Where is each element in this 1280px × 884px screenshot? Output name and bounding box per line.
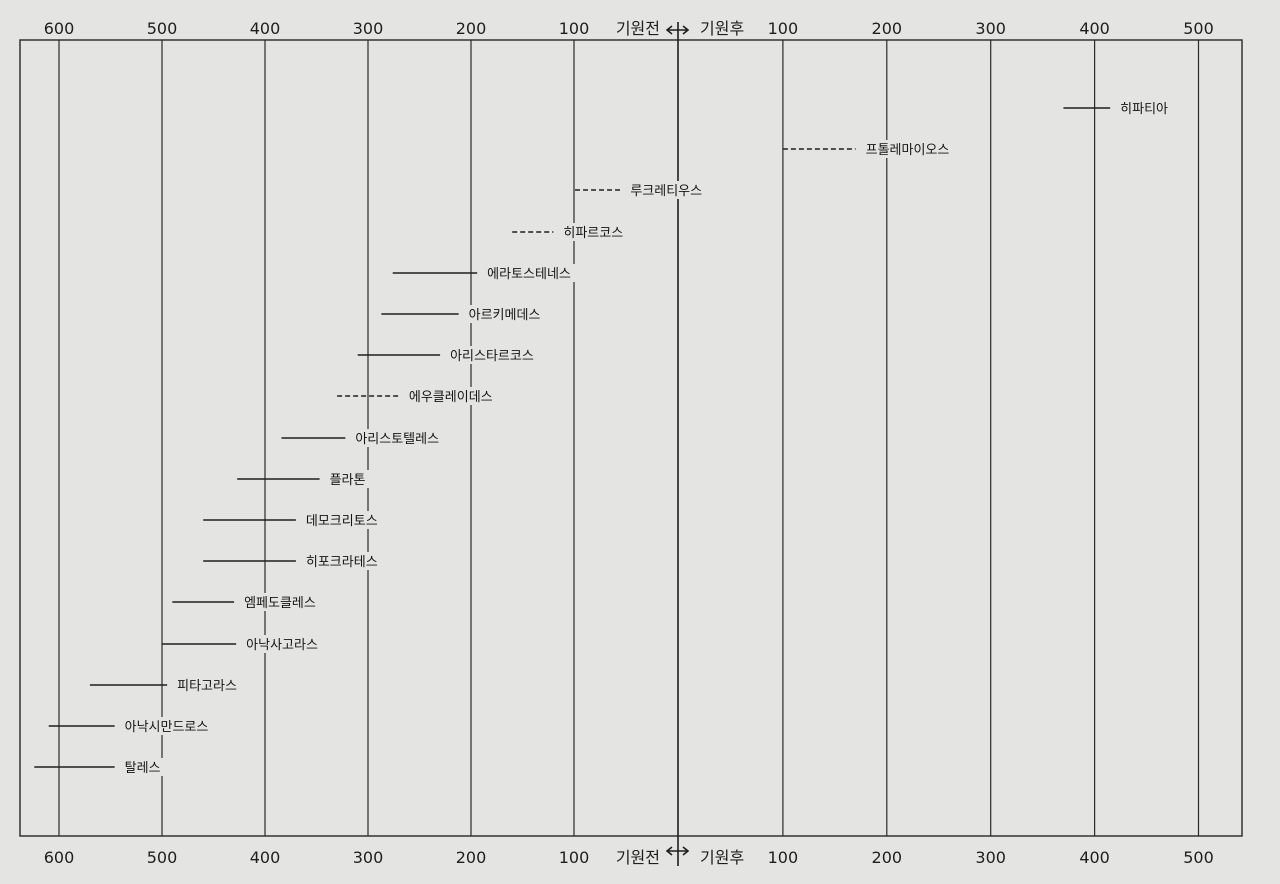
person-label-bg <box>557 223 638 241</box>
era-label-bce-bottom: 기원전 <box>616 848 660 867</box>
era-divider <box>665 22 690 866</box>
person-label: 아낙시만드로스 <box>125 720 209 735</box>
person-label: 히파티아 <box>1120 102 1168 117</box>
era-divider-arrows-top <box>665 25 690 35</box>
tick-label-ce-100-top: 100 <box>768 19 799 38</box>
person-label: 에라토스테네스 <box>487 267 571 282</box>
tick-label-bce-500-top: 500 <box>147 19 178 38</box>
person-label-bg <box>171 676 252 694</box>
person-label: 아낙사고라스 <box>246 638 318 653</box>
chart-frame <box>19 39 1243 837</box>
person-label: 아르키메데스 <box>469 308 541 323</box>
tick-label-bce-100-top: 100 <box>559 19 590 38</box>
person-label-bg <box>299 511 394 529</box>
person-label: 히파르코스 <box>563 226 623 241</box>
tick-label-bce-300-top: 300 <box>353 19 384 38</box>
person-label: 히포크라테스 <box>306 555 378 570</box>
era-label-bce-top: 기원전 <box>616 19 660 38</box>
person-label: 탈레스 <box>125 761 161 776</box>
person-label-bg <box>240 635 334 653</box>
lifespan-bars <box>34 107 1111 768</box>
tick-label-ce-300-top: 300 <box>975 19 1006 38</box>
x-axis-tick-labels: 600 600 500 500 400 400 300 300 200 200 100 100 100 1… <box>44 19 1214 867</box>
person-label-bg <box>299 552 394 570</box>
era-labels: 기원전 기원후 기원전 기원후 <box>616 19 744 867</box>
person-label: 엠페도클레스 <box>244 596 316 611</box>
person-label: 아리스타르코스 <box>450 349 534 364</box>
person-label: 데모크리토스 <box>306 514 378 529</box>
era-divider-arrows-bottom <box>665 846 690 856</box>
tick-label-bce-600-top: 600 <box>44 19 75 38</box>
tick-label-bce-200-bottom: 200 <box>456 848 487 867</box>
person-label-bg <box>238 593 332 611</box>
tick-label-bce-600-bottom: 600 <box>44 848 75 867</box>
person-label-bg <box>323 470 377 488</box>
person-label-bg <box>118 758 172 776</box>
year-gridlines <box>58 40 1200 836</box>
person-label-bg <box>1114 99 1181 117</box>
person-labels: 히파티아프톨레마이오스루크레티우스히파르코스에라토스테네스아르키메데스아리스타르… <box>118 99 1181 776</box>
era-label-ce-bottom: 기원후 <box>700 848 744 867</box>
tick-label-bce-100-bottom: 100 <box>559 848 590 867</box>
tick-label-ce-400-bottom: 400 <box>1079 848 1110 867</box>
tick-label-bce-400-bottom: 400 <box>250 848 281 867</box>
tick-label-ce-400-top: 400 <box>1079 19 1110 38</box>
era-label-ce-top: 기원후 <box>700 19 744 38</box>
tick-label-bce-200-top: 200 <box>456 19 487 38</box>
tick-label-ce-500-bottom: 500 <box>1183 848 1214 867</box>
tick-label-bce-400-top: 400 <box>250 19 281 38</box>
tick-label-ce-500-top: 500 <box>1183 19 1214 38</box>
person-label-bg <box>462 305 557 323</box>
person-label-bg <box>624 181 718 199</box>
tick-label-ce-300-bottom: 300 <box>975 848 1006 867</box>
person-label-bg <box>481 264 589 282</box>
person-label-bg <box>444 346 552 364</box>
person-label-bg <box>118 717 226 735</box>
person-label: 피타고라스 <box>177 679 237 694</box>
person-label-bg <box>402 387 511 405</box>
tick-label-ce-100-bottom: 100 <box>768 848 799 867</box>
tick-label-bce-500-bottom: 500 <box>147 848 178 867</box>
person-label: 에우클레이데스 <box>409 390 493 405</box>
person-label: 아리스토텔레스 <box>355 432 439 447</box>
person-label: 루크레티우스 <box>630 184 702 199</box>
person-label-bg <box>349 429 457 447</box>
person-label: 프톨레마이오스 <box>866 143 950 158</box>
person-label: 플라톤 <box>330 473 366 488</box>
tick-label-ce-200-bottom: 200 <box>872 848 903 867</box>
tick-label-bce-300-bottom: 300 <box>353 848 384 867</box>
person-label-bg <box>859 140 967 158</box>
tick-label-ce-200-top: 200 <box>872 19 903 38</box>
